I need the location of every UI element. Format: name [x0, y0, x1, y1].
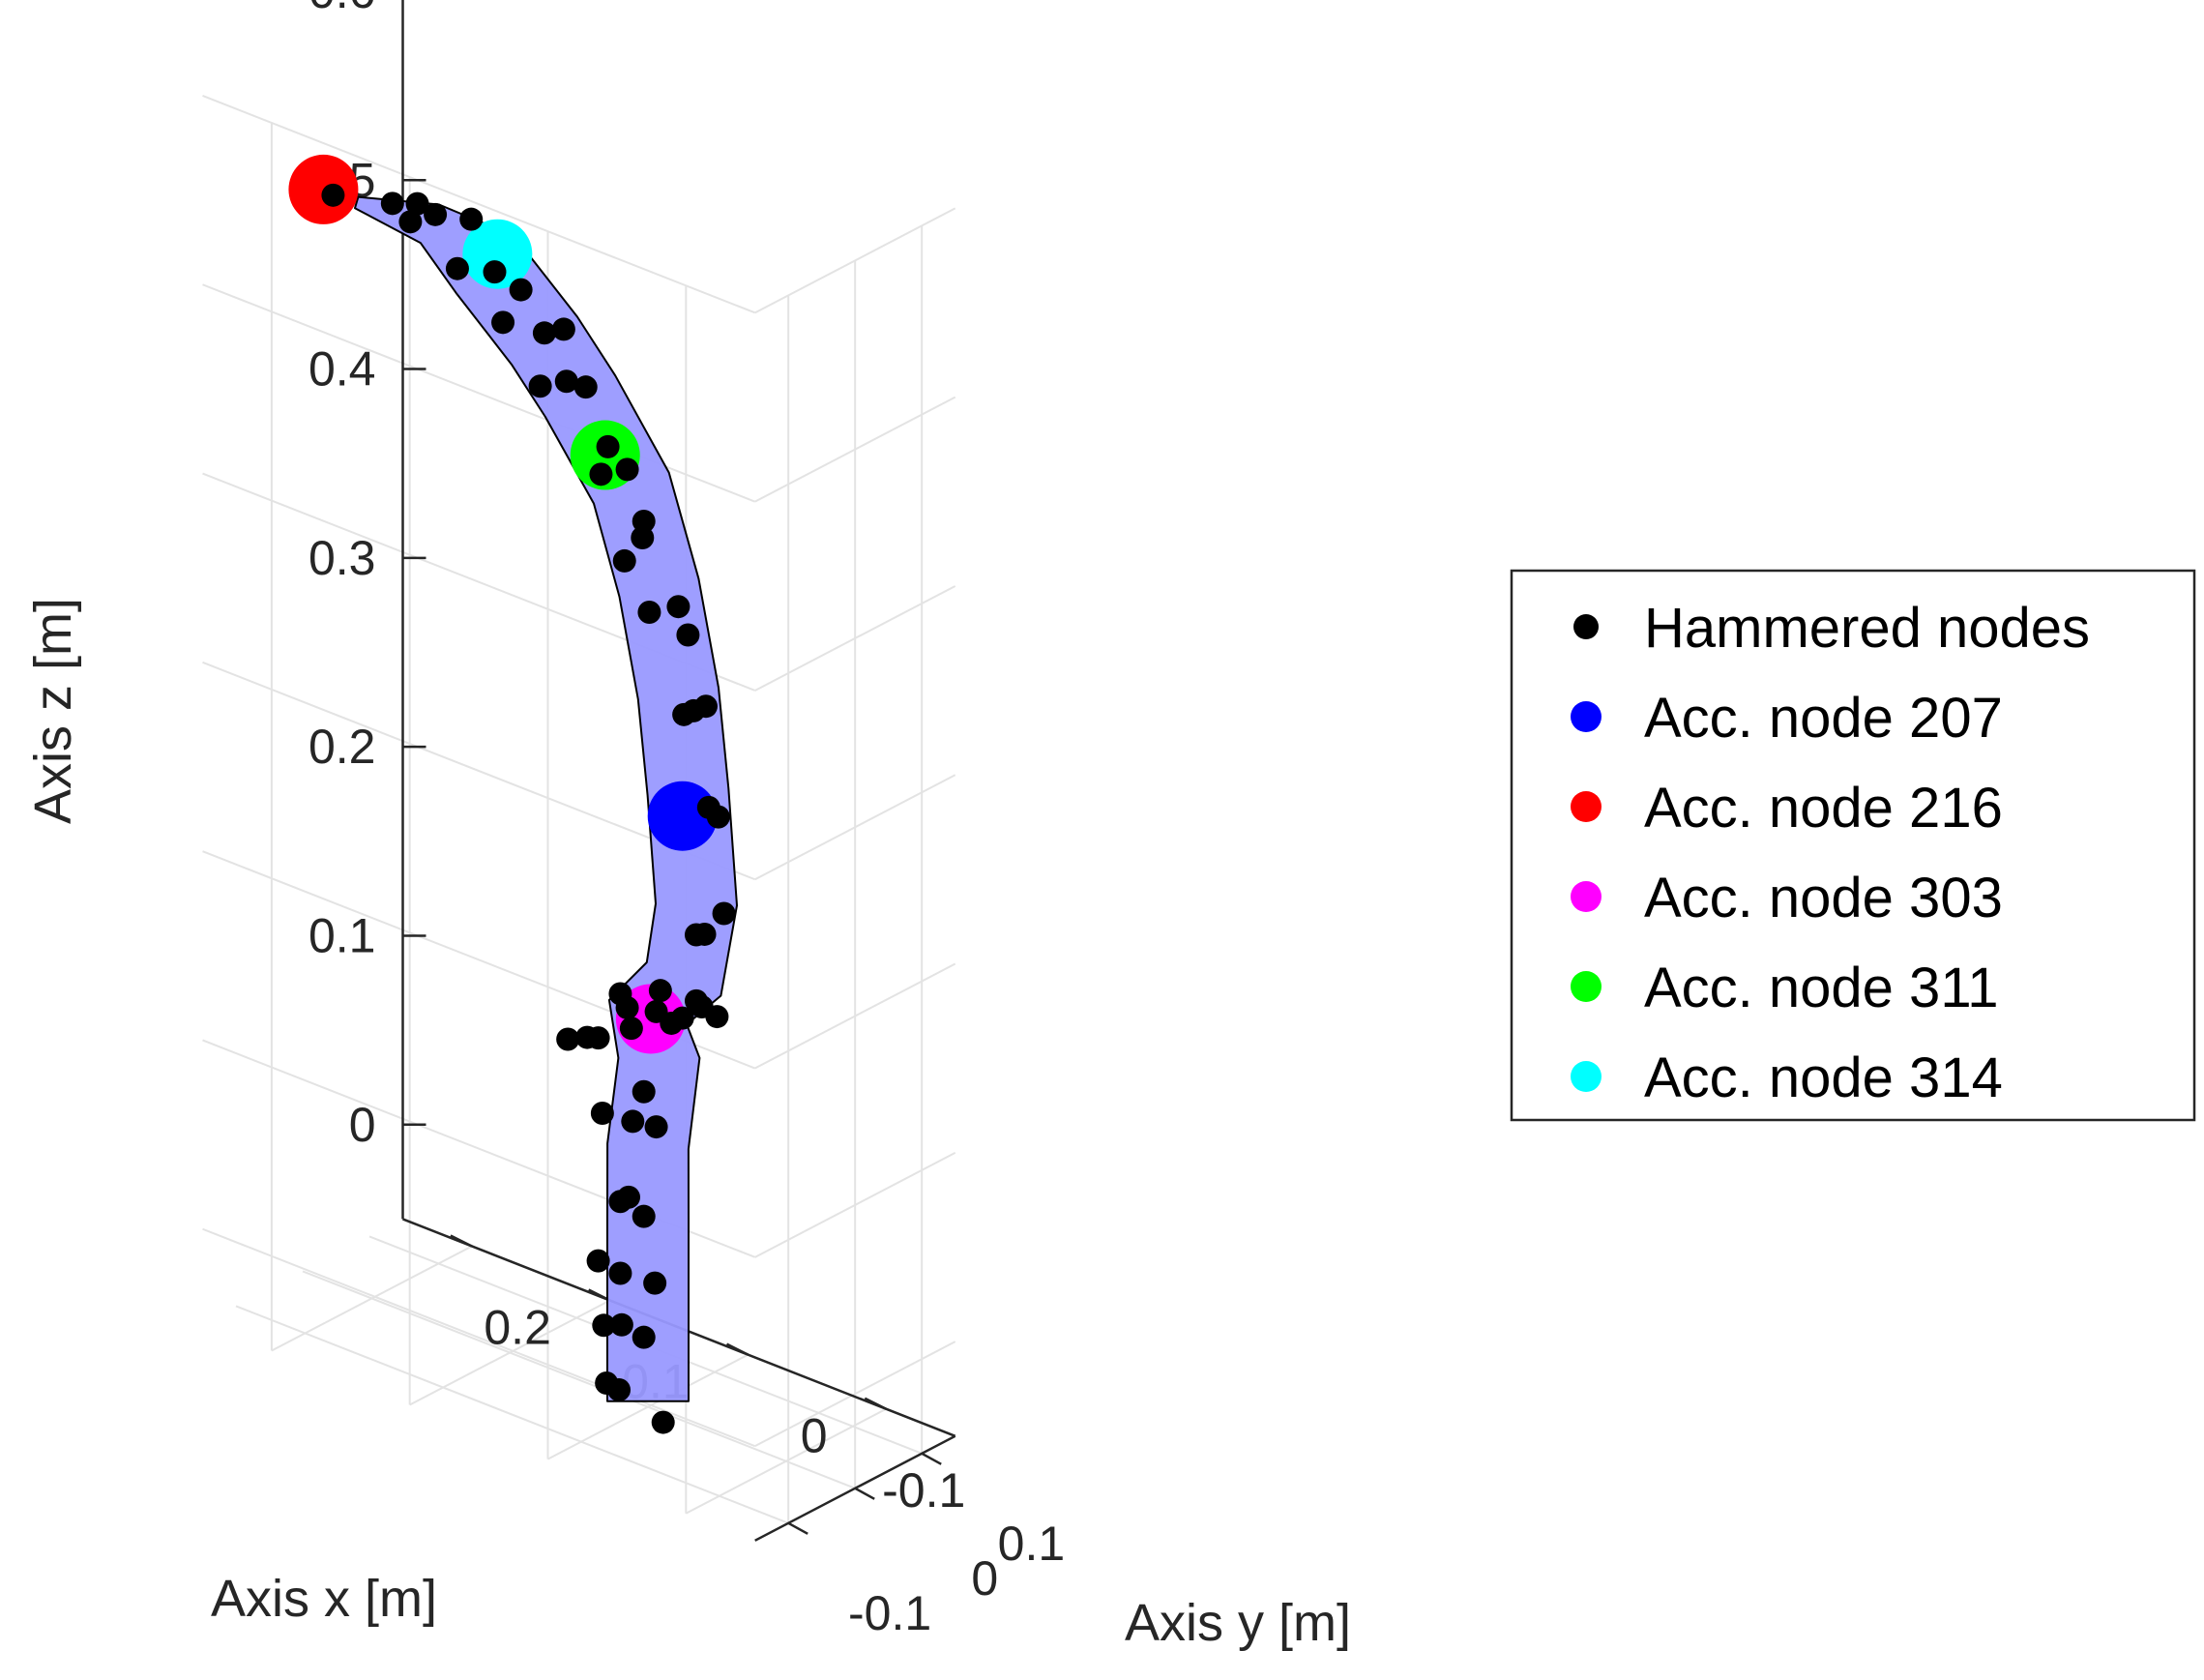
acc-node-marker — [647, 781, 718, 851]
y-tick-mark — [787, 1521, 808, 1535]
legend-marker — [1573, 614, 1599, 639]
hammered-node-point — [575, 1025, 600, 1049]
hammered-node-point — [554, 369, 578, 394]
y-axis-label: Axis y [m] — [1125, 1594, 1351, 1652]
y-tick-label: -0.1 — [848, 1586, 931, 1640]
hammered-node-point — [528, 374, 552, 398]
z-tick-label: 0.4 — [309, 342, 376, 397]
hammered-node-point — [619, 1017, 643, 1041]
hammered-node-point — [609, 1312, 633, 1337]
grid-line — [235, 1305, 789, 1524]
hammered-node-point — [459, 207, 484, 231]
hammered-node-point — [424, 202, 448, 226]
hammered-node-point — [556, 1027, 580, 1051]
axis-ticks: 0.60.50.40.30.20.100.20.10-0.10.10-0.1 — [309, 0, 1065, 1640]
legend-label: Hammered nodes — [1644, 597, 2090, 660]
hammered-node-point — [573, 375, 598, 399]
x-tick-label: -0.1 — [882, 1463, 965, 1518]
hammered-node-point — [676, 623, 700, 647]
legend-label: Acc. node 314 — [1644, 1046, 2003, 1109]
hammered-node-point — [632, 1325, 656, 1349]
legend-marker — [1571, 1061, 1602, 1092]
hammered-node-point — [660, 1011, 684, 1035]
hammered-node-point — [705, 1005, 729, 1029]
hammered-node-point — [644, 1115, 668, 1139]
hammered-node-point — [643, 1271, 667, 1295]
hammered-node-point — [509, 278, 533, 302]
hammered-node-point — [632, 1204, 656, 1228]
hammered-node-point — [607, 1378, 632, 1402]
z-axis-label: Axis z [m] — [24, 598, 82, 824]
hammered-node-point — [551, 317, 575, 341]
legend-marker — [1571, 971, 1602, 1002]
hammered-node-point — [612, 548, 636, 573]
x-tick-mark — [864, 1397, 887, 1410]
x-tick-mark — [450, 1234, 473, 1248]
plot-points — [288, 154, 736, 1434]
legend-label: Acc. node 311 — [1644, 957, 1999, 1019]
z-axis-label-text: Axis z [m] — [24, 598, 82, 824]
hammered-node-point — [532, 321, 556, 345]
hammered-node-point — [648, 979, 672, 1003]
hammered-node-point — [666, 595, 691, 619]
hammered-node-point — [398, 210, 423, 234]
hammered-node-point — [405, 192, 429, 216]
hammered-node-point — [491, 310, 515, 335]
legend: Hammered nodes Acc. node 207 Acc. node 216… — [1510, 569, 2196, 1122]
z-tick-label: 0 — [349, 1098, 376, 1152]
hammered-node-point — [483, 260, 507, 284]
grid-line — [202, 1227, 756, 1448]
hammered-node-point — [586, 1249, 610, 1273]
hammered-node-point — [651, 1410, 675, 1434]
z-tick-label: 0.1 — [309, 908, 376, 962]
hammered-node-point — [608, 1261, 632, 1285]
x-tick-mark — [725, 1342, 749, 1356]
legend-label: Acc. node 216 — [1644, 777, 2003, 840]
grid-line — [202, 95, 756, 314]
hammered-node-point — [589, 462, 613, 486]
chart-grid — [202, 95, 956, 1524]
hammered-node-point — [712, 901, 736, 926]
legend-box — [1510, 569, 2196, 1122]
hammered-node-point — [617, 1185, 641, 1209]
hammered-node-point — [596, 434, 620, 458]
legend-marker — [1571, 881, 1602, 912]
y-tick-mark — [921, 1452, 942, 1465]
hammered-node-point — [637, 600, 661, 624]
hammered-node-point — [608, 982, 632, 1006]
y-tick-label: 0.1 — [998, 1517, 1066, 1571]
legend-items: Hammered nodes Acc. node 207 Acc. node 216… — [1571, 597, 2090, 1109]
hammered-node-point — [693, 694, 718, 719]
hammered-node-point — [692, 922, 717, 946]
y-tick-label: 0 — [971, 1551, 998, 1606]
hammered-node-point — [632, 1079, 656, 1104]
z-tick-label: 0.2 — [309, 720, 376, 774]
hammered-node-point — [590, 1101, 614, 1125]
hammered-node-point — [321, 183, 345, 207]
legend-marker — [1571, 791, 1602, 822]
legend-label: Acc. node 303 — [1644, 867, 2003, 929]
z-tick-label: 0.6 — [309, 0, 376, 18]
hammered-node-point — [380, 192, 404, 216]
x-tick-label: 0 — [801, 1409, 828, 1463]
legend-label: Acc. node 207 — [1644, 687, 2003, 750]
legend-marker — [1571, 701, 1602, 732]
y-tick-mark — [854, 1487, 875, 1500]
hammered-node-point — [621, 1109, 645, 1134]
hammered-node-point — [615, 457, 639, 482]
hammered-node-point — [632, 509, 656, 533]
grid-line — [302, 1270, 856, 1489]
hammered-node-point — [445, 256, 469, 280]
x-axis-label: Axis x [m] — [211, 1570, 437, 1628]
z-tick-label: 0.3 — [309, 531, 376, 585]
hammered-node-point — [592, 1313, 616, 1338]
x-tick-label: 0.2 — [484, 1300, 551, 1354]
acc-node-marker — [462, 219, 533, 289]
hammered-node-point — [706, 805, 730, 829]
